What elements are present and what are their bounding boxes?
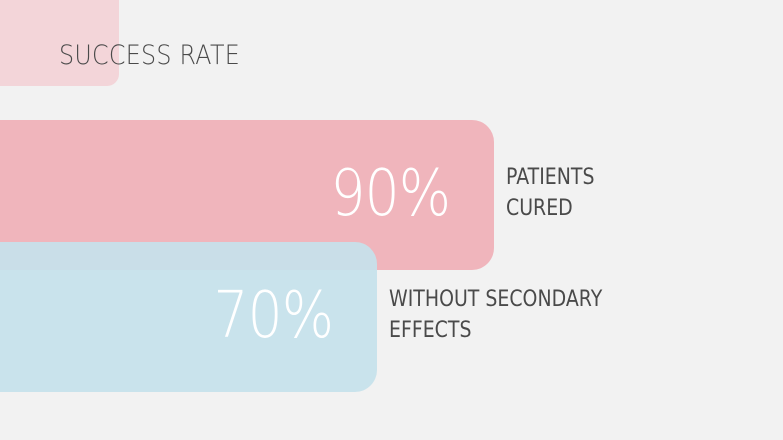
- bar-category-label: PATIENTS CURED: [505, 165, 595, 221]
- page-title: SUCCESS RATE: [59, 40, 241, 71]
- bar-category-label: WITHOUT SECONDARY EFFECTS: [389, 287, 603, 343]
- title-tab: [0, 0, 119, 86]
- bar-value-label: 90%: [330, 157, 451, 231]
- bar-without-secondary-effects: [0, 242, 378, 392]
- bar-value-label: 70%: [213, 279, 335, 353]
